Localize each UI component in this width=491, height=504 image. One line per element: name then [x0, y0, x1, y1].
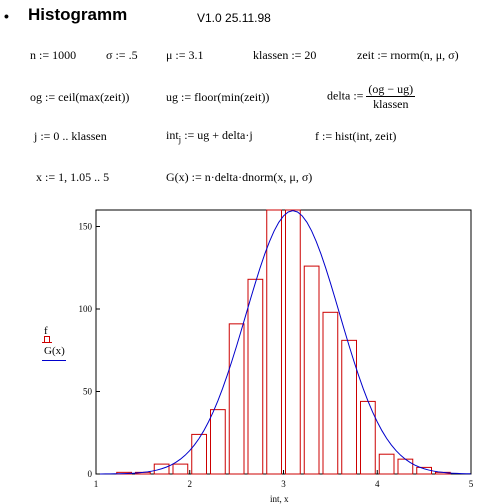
def-zeit[interactable]: zeit := rnorm(n, μ, σ) [357, 48, 459, 62]
delta-numerator: (og − ug) [366, 82, 416, 97]
histogram-bars [116, 209, 451, 475]
int-rhs: := ug + delta·j [181, 128, 253, 142]
histogram-bar [191, 433, 207, 475]
def-mu[interactable]: μ := 3.1 [166, 48, 204, 62]
histogram-bar [303, 265, 320, 475]
def-n[interactable]: n := 1000 [30, 48, 77, 62]
x-tick-label: 2 [188, 479, 193, 489]
def-int[interactable]: intj := ug + delta·j [166, 128, 253, 144]
def-f[interactable]: f := hist(int, zeit) [315, 129, 397, 143]
histogram-bar [322, 311, 339, 475]
histogram-bar [285, 209, 301, 475]
x-tick-label: 5 [469, 479, 474, 489]
G-curve [95, 210, 472, 475]
def-x[interactable]: x := 1, 1.05 .. 5 [36, 170, 110, 184]
histogram-bar [397, 458, 414, 475]
def-G[interactable]: G(x) := n·delta·dnorm(x, μ, σ) [166, 170, 313, 184]
histogram-bar [378, 453, 395, 475]
title-bullet: • [4, 8, 9, 24]
histogram-bar [172, 463, 189, 475]
histogram-bar [341, 339, 357, 475]
histogram-bar [210, 409, 226, 475]
int-subscript: j [178, 134, 182, 145]
x-tick-label: 4 [375, 479, 380, 489]
histogram-bar [228, 323, 245, 475]
histogram-bar [266, 209, 282, 475]
G-legend-line [42, 360, 66, 361]
plot-frame [95, 209, 472, 475]
page-title[interactable]: Histogramm [28, 5, 128, 24]
def-sigma[interactable]: σ := .5 [106, 48, 138, 62]
f-legend-swatch-base [42, 342, 52, 343]
y-axis-label-G: G(x) [44, 345, 65, 357]
histogram-bar [153, 463, 170, 475]
def-j[interactable]: j := 0 .. klassen [34, 129, 107, 143]
f-legend-swatch [44, 336, 50, 343]
histogram-bar [247, 278, 264, 475]
def-klassen[interactable]: klassen := 20 [253, 48, 317, 62]
def-og[interactable]: og := ceil(max(zeit)) [30, 90, 130, 104]
x-tick-label: 1 [94, 479, 99, 489]
int-lhs: int [166, 128, 179, 142]
version-date-text[interactable]: V1.0 25.11.98 [197, 11, 271, 25]
y-axis-label-f: f [44, 325, 48, 337]
x-axis-label: int, x [270, 494, 289, 504]
y-tick-label: 0 [88, 469, 93, 479]
def-ug[interactable]: ug := floor(min(zeit)) [166, 90, 270, 104]
y-tick-label: 50 [83, 387, 93, 397]
delta-lhs: delta := [327, 88, 364, 103]
x-tick-label: 3 [281, 479, 286, 489]
delta-fraction: (og − ug) klassen [366, 82, 416, 111]
y-tick-label: 100 [79, 304, 93, 314]
def-delta[interactable]: delta := (og − ug) klassen [327, 82, 416, 111]
delta-denominator: klassen [373, 97, 409, 111]
y-tick-label: 150 [79, 222, 93, 232]
